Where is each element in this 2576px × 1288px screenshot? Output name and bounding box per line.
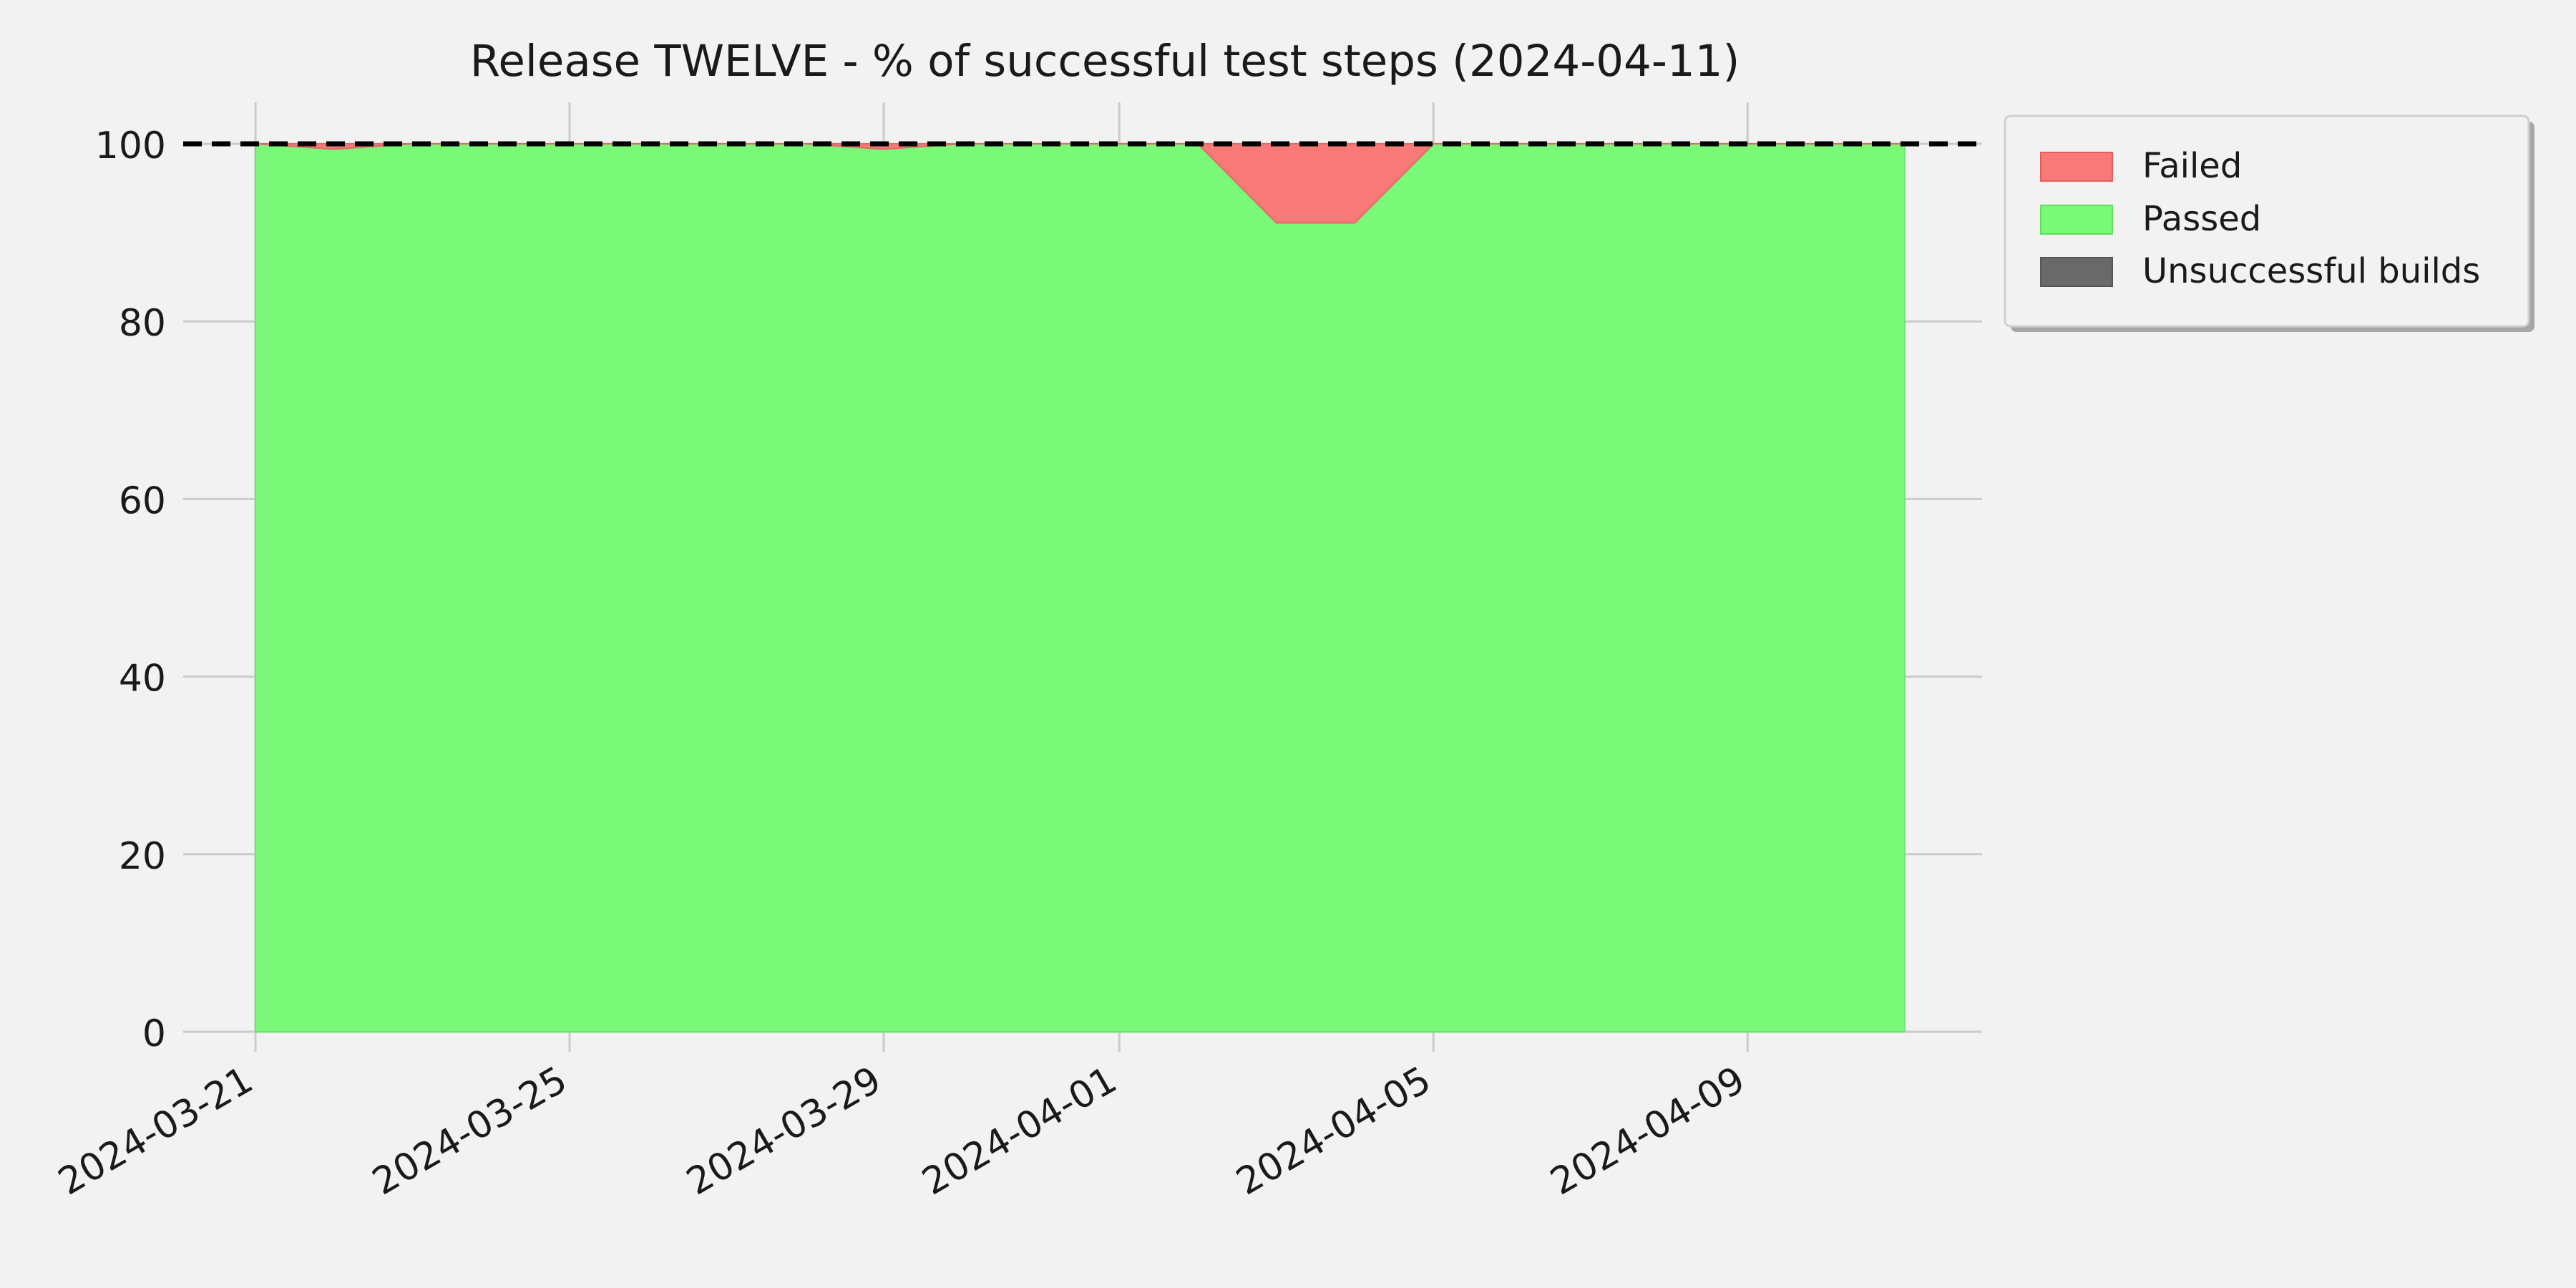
legend-swatch-failed (2040, 152, 2113, 182)
legend-label-passed: Passed (2142, 199, 2261, 239)
passed-series (255, 142, 1906, 1033)
legend-swatch-unsuccessful-builds (2040, 257, 2113, 287)
legend-label-unsuccessful-builds: Unsuccessful builds (2142, 251, 2480, 291)
y-tick-label: 80 (119, 302, 166, 345)
legend-box (2004, 114, 2530, 328)
chart-title: Release TWELVE - % of successful test st… (470, 36, 1740, 87)
legend: Failed Passed Unsuccessful builds (2004, 114, 2534, 332)
legend-label-failed: Failed (2142, 146, 2242, 186)
y-tick-label: 20 (119, 835, 166, 878)
y-tick-label: 60 (119, 479, 166, 522)
y-tick-label: 0 (142, 1013, 166, 1055)
passed-area (255, 142, 1906, 1033)
y-tick-label: 100 (95, 125, 166, 167)
legend-swatch-passed (2040, 205, 2113, 235)
y-tick-label: 40 (119, 658, 166, 701)
